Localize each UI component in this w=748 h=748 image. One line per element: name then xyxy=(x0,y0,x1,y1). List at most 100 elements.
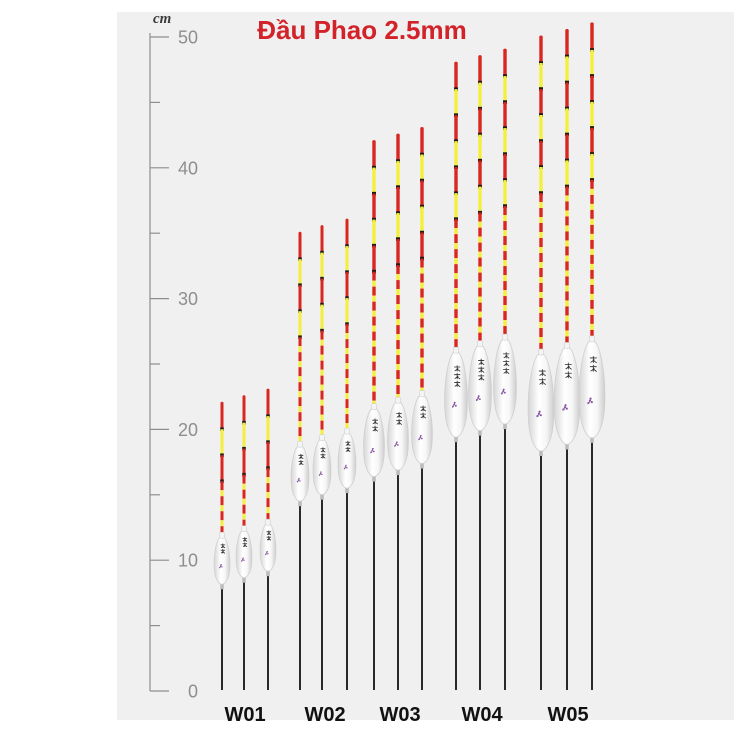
float xyxy=(553,28,581,690)
float-stem-collar xyxy=(539,449,543,456)
body-flower-petal xyxy=(320,471,322,473)
body-flower-petal xyxy=(298,477,300,480)
body-flower-petal xyxy=(454,404,457,407)
antenna-dash xyxy=(565,270,569,277)
antenna-dash xyxy=(454,219,458,229)
antenna-dash xyxy=(539,223,543,232)
body-flower-petal xyxy=(590,400,593,404)
antenna-dash xyxy=(298,421,302,428)
float-antenna xyxy=(454,61,458,356)
antenna-segment xyxy=(396,135,400,162)
antenna-dash xyxy=(372,391,376,401)
float-antenna xyxy=(590,22,594,344)
antenna-dash xyxy=(242,483,246,490)
antenna-segment xyxy=(396,161,400,188)
body-calligraphy-mark xyxy=(453,372,461,380)
float-stem-collar xyxy=(420,461,424,469)
antenna-dash xyxy=(539,337,543,343)
body-flower-petal xyxy=(478,398,481,401)
float-body xyxy=(444,346,468,438)
antenna-dash xyxy=(266,507,270,514)
antenna-segment xyxy=(220,455,224,482)
float-antenna xyxy=(372,140,376,412)
antenna-dash xyxy=(539,307,543,313)
antenna-dash xyxy=(372,280,376,287)
body-calligraphy-mark xyxy=(538,369,546,377)
antenna-dash xyxy=(478,221,482,228)
body-flower-petal xyxy=(538,410,541,413)
body-flower-petal xyxy=(346,467,348,469)
body-flower-petal xyxy=(296,480,299,483)
body-flower-petal xyxy=(371,449,374,452)
body-flower-petal xyxy=(477,395,480,398)
ruler-tick-label: 30 xyxy=(178,289,198,309)
body-flower-petal xyxy=(539,414,542,417)
antenna-dash xyxy=(372,310,376,317)
float-body-collar xyxy=(502,333,508,341)
antenna-segment xyxy=(539,115,543,141)
antenna-dash xyxy=(539,343,543,352)
body-calligraphy-mark xyxy=(538,377,546,385)
antenna-dash xyxy=(539,202,543,208)
body-flower-petal xyxy=(265,553,267,556)
antenna-dash xyxy=(590,188,594,195)
float-antenna xyxy=(320,225,324,443)
antenna-dash xyxy=(420,288,424,298)
antenna-dash xyxy=(539,328,543,337)
antenna-dash xyxy=(565,291,569,301)
float-antenna xyxy=(396,133,400,406)
body-calligraphy-mark xyxy=(242,536,248,542)
antenna-dash xyxy=(565,321,569,331)
antenna-dash xyxy=(454,249,458,259)
antenna-segment xyxy=(372,219,376,246)
body-flower-petal xyxy=(451,405,454,408)
antenna-segment xyxy=(565,108,569,135)
antenna-dash xyxy=(345,414,349,424)
body-calligraphy-mark xyxy=(372,425,378,432)
float-body-shell xyxy=(290,444,310,502)
antenna-dash xyxy=(503,320,507,327)
antenna-tip xyxy=(478,55,482,59)
antenna-dash xyxy=(539,253,543,262)
antenna-segment xyxy=(478,108,482,135)
antenna-dash xyxy=(590,248,594,255)
antenna-dash xyxy=(503,296,507,306)
antenna-tip xyxy=(345,218,349,222)
antenna-dash xyxy=(372,376,376,386)
antenna-dash xyxy=(345,369,349,379)
antenna-dash xyxy=(266,477,270,484)
antenna-dash xyxy=(590,203,594,210)
antenna-segment xyxy=(242,422,246,449)
antenna-dash xyxy=(539,217,543,223)
antenna-dash xyxy=(590,323,594,330)
antenna-dash xyxy=(503,206,507,216)
float xyxy=(527,35,555,690)
float-stem-collar xyxy=(372,474,376,482)
antenna-segment xyxy=(590,153,594,180)
antenna-dash xyxy=(565,285,569,292)
float-antenna xyxy=(298,231,302,450)
float-body-collar xyxy=(344,427,350,435)
body-calligraphy-mark xyxy=(266,535,272,541)
float-body xyxy=(337,427,357,489)
antenna-dash xyxy=(320,354,324,361)
antenna-segment xyxy=(298,259,302,286)
float-body-shell xyxy=(363,407,385,478)
float-body xyxy=(411,390,433,464)
antenna-dash xyxy=(454,318,458,325)
body-flower-petal xyxy=(500,392,503,395)
antenna-dash xyxy=(539,313,543,322)
antenna-dash xyxy=(478,242,482,252)
antenna-dash xyxy=(345,363,349,370)
antenna-dash xyxy=(454,279,458,289)
float-body-shell xyxy=(527,352,555,452)
float-body xyxy=(213,531,231,585)
antenna-segment xyxy=(565,56,569,83)
antenna-dash xyxy=(565,336,569,346)
antenna-dash xyxy=(320,339,324,346)
body-calligraphy-mark xyxy=(589,364,597,372)
antenna-dash xyxy=(420,363,424,373)
body-flower-petal xyxy=(502,388,505,391)
antenna-dash xyxy=(565,246,569,256)
antenna-segment xyxy=(478,56,482,83)
